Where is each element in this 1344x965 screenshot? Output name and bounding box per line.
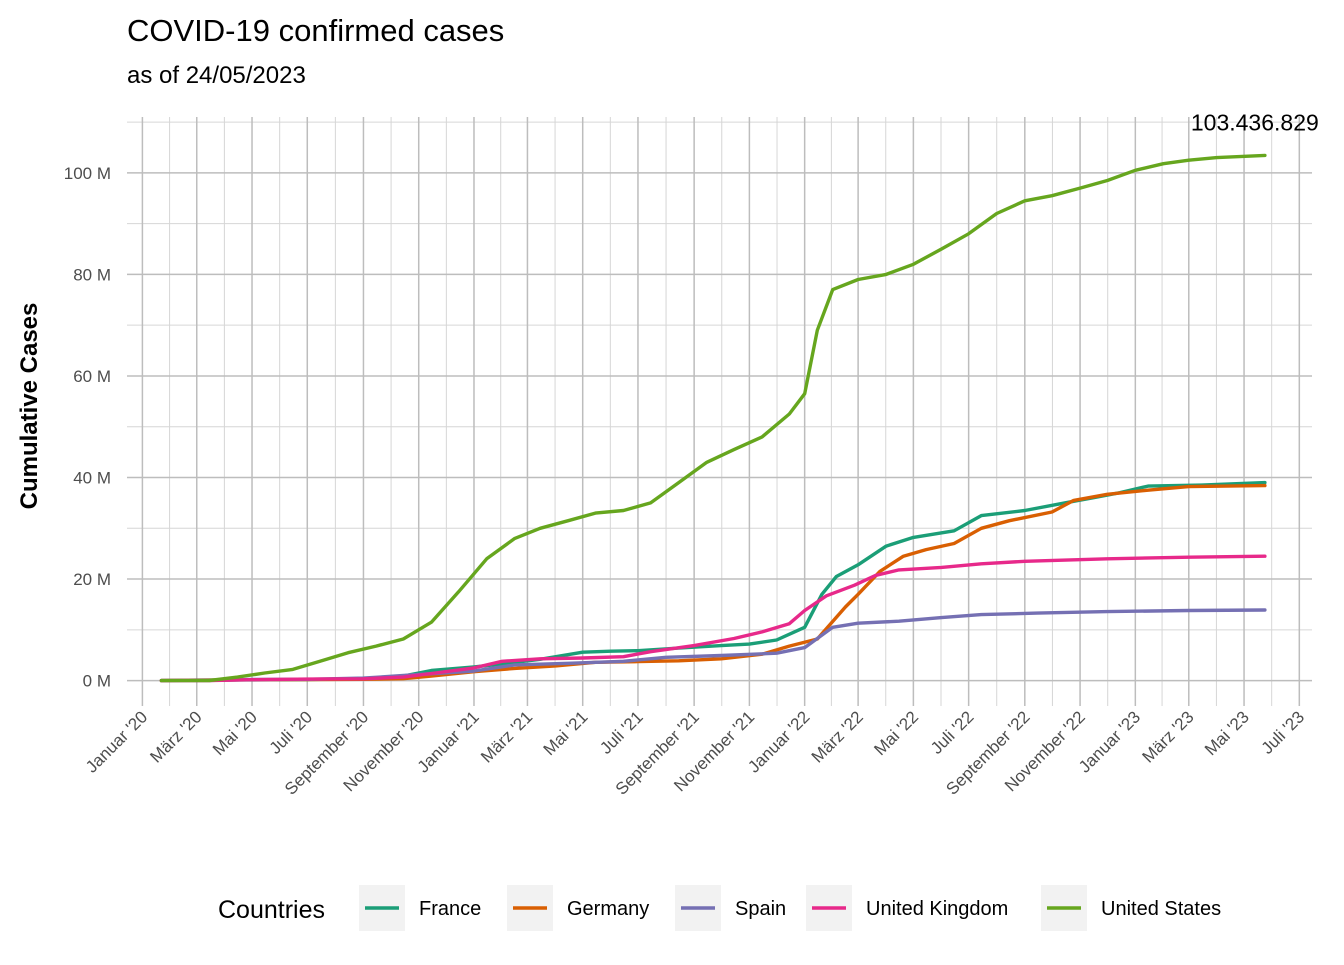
x-tick-label: Mai '21: [540, 707, 592, 759]
x-tick-label: März '22: [808, 707, 867, 766]
x-tick-label: Januar '20: [82, 707, 151, 776]
y-tick-label: 100 M: [64, 164, 111, 183]
final-value-annotation: 103.436.829: [1191, 109, 1319, 135]
x-tick-label: Juli '22: [927, 707, 977, 757]
y-tick-label: 20 M: [73, 570, 111, 589]
x-tick-label: Juli '20: [266, 707, 316, 757]
y-tick-label: 60 M: [73, 367, 111, 386]
minor-gridlines: [127, 117, 1312, 706]
y-tick-label: 40 M: [73, 469, 111, 488]
legend-label-france: France: [419, 898, 481, 920]
y-tick-label: 0 M: [83, 672, 111, 691]
series-line-united-states: [159, 153, 1267, 683]
series-line-france: [159, 480, 1267, 683]
y-axis-ticks: 0 M 20 M 40 M 60 M 80 M 100 M: [64, 164, 111, 691]
x-tick-label: März '23: [1138, 707, 1197, 766]
x-tick-label: März '21: [477, 707, 536, 766]
x-tick-label: Mai '22: [870, 707, 922, 759]
y-tick-label: 80 M: [73, 265, 111, 284]
major-gridlines: [127, 117, 1312, 706]
x-tick-label: Mai '23: [1201, 707, 1253, 759]
legend-label-germany: Germany: [567, 898, 649, 920]
x-tick-label: Juli '21: [596, 707, 646, 757]
legend-title: Countries: [218, 896, 325, 924]
legend-label-united-states: United States: [1101, 898, 1221, 920]
x-tick-label: März '20: [146, 707, 205, 766]
legend-label-united-kingdom: United Kingdom: [866, 898, 1008, 920]
series-line-united-kingdom: [159, 554, 1267, 683]
chart-subtitle: as of 24/05/2023: [127, 62, 306, 89]
series-lines: [159, 153, 1267, 683]
x-tick-label: Juli '23: [1258, 707, 1308, 757]
series-line-germany: [159, 483, 1267, 683]
chart-title: COVID-19 confirmed cases: [127, 13, 504, 48]
x-tick-label: Mai '20: [209, 707, 261, 759]
legend-label-spain: Spain: [735, 898, 786, 920]
legend: Countries France Germany Spain United Kingd…: [218, 885, 1221, 931]
y-axis-label: Cumulative Cases: [16, 303, 43, 510]
